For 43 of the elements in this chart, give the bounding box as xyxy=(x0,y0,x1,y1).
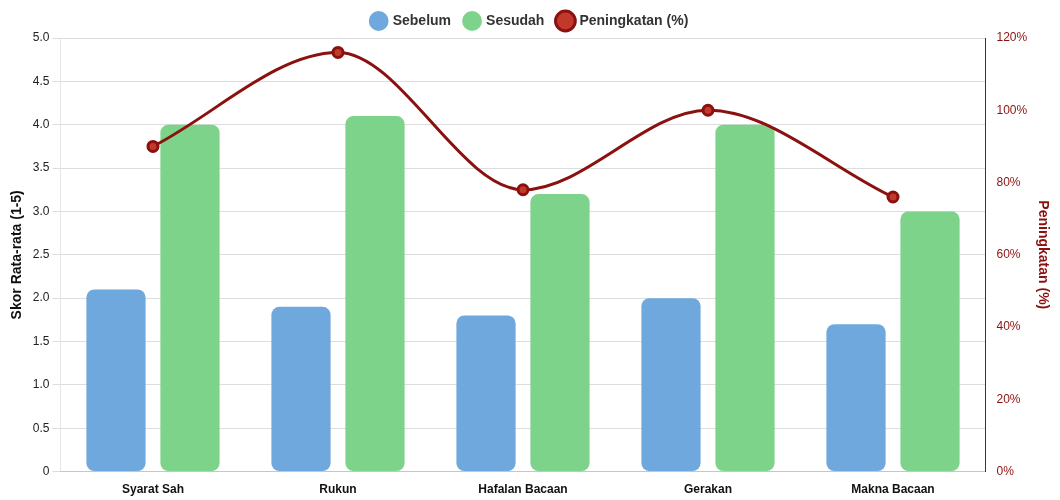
point xyxy=(516,183,530,197)
point xyxy=(331,45,345,59)
y-tick-label: 3.0 xyxy=(32,203,50,218)
bar xyxy=(345,116,405,472)
y2-tick-label: 80% xyxy=(996,174,1021,189)
bar xyxy=(530,194,590,472)
point xyxy=(146,139,160,153)
y2-tick-label: 120% xyxy=(996,30,1028,45)
legend-label: Sesudah xyxy=(486,11,545,28)
y-axis-title: Skor Rata-rata (1-5) xyxy=(8,190,25,320)
y-tick-label: 3.5 xyxy=(32,160,50,175)
bar xyxy=(86,289,146,472)
bar xyxy=(641,298,701,472)
y2-tick-label: 100% xyxy=(996,102,1028,117)
y-tick-label: 4.5 xyxy=(32,73,50,88)
bar xyxy=(456,315,516,472)
x-tick-label: Syarat Sah xyxy=(121,482,185,497)
x-tick-label: Gerakan xyxy=(683,482,733,497)
y2-tick-label: 60% xyxy=(996,247,1021,262)
y2-tick-label: 0% xyxy=(996,463,1015,478)
y-tick-label: 2.5 xyxy=(32,247,50,262)
bar xyxy=(715,124,775,472)
bar xyxy=(826,324,886,472)
bar xyxy=(160,124,220,472)
bar xyxy=(271,306,331,472)
y2-tick-label: 20% xyxy=(996,391,1021,406)
y-tick-label: 5.0 xyxy=(32,30,50,45)
y-tick-label: 2.0 xyxy=(32,290,50,305)
point xyxy=(886,190,900,204)
y-tick-label: 4.0 xyxy=(32,117,50,132)
y-tick-label: 1.0 xyxy=(32,377,50,392)
x-tick-label: Hafalan Bacaan xyxy=(478,482,568,497)
legend-label: Peningkatan (%) xyxy=(579,11,689,28)
y2-axis-title: Peningkatan (%) xyxy=(1035,200,1052,310)
y-tick-label: 0 xyxy=(42,463,50,478)
x-tick-label: Rukun xyxy=(319,482,357,497)
y-tick-label: 0.5 xyxy=(32,420,50,435)
legend-label: Sebelum xyxy=(392,11,452,28)
y2-tick-label: 40% xyxy=(996,319,1021,334)
point xyxy=(701,103,715,117)
y-tick-label: 1.5 xyxy=(32,333,50,348)
bar xyxy=(900,211,960,472)
x-tick-label: Makna Bacaan xyxy=(851,482,935,497)
